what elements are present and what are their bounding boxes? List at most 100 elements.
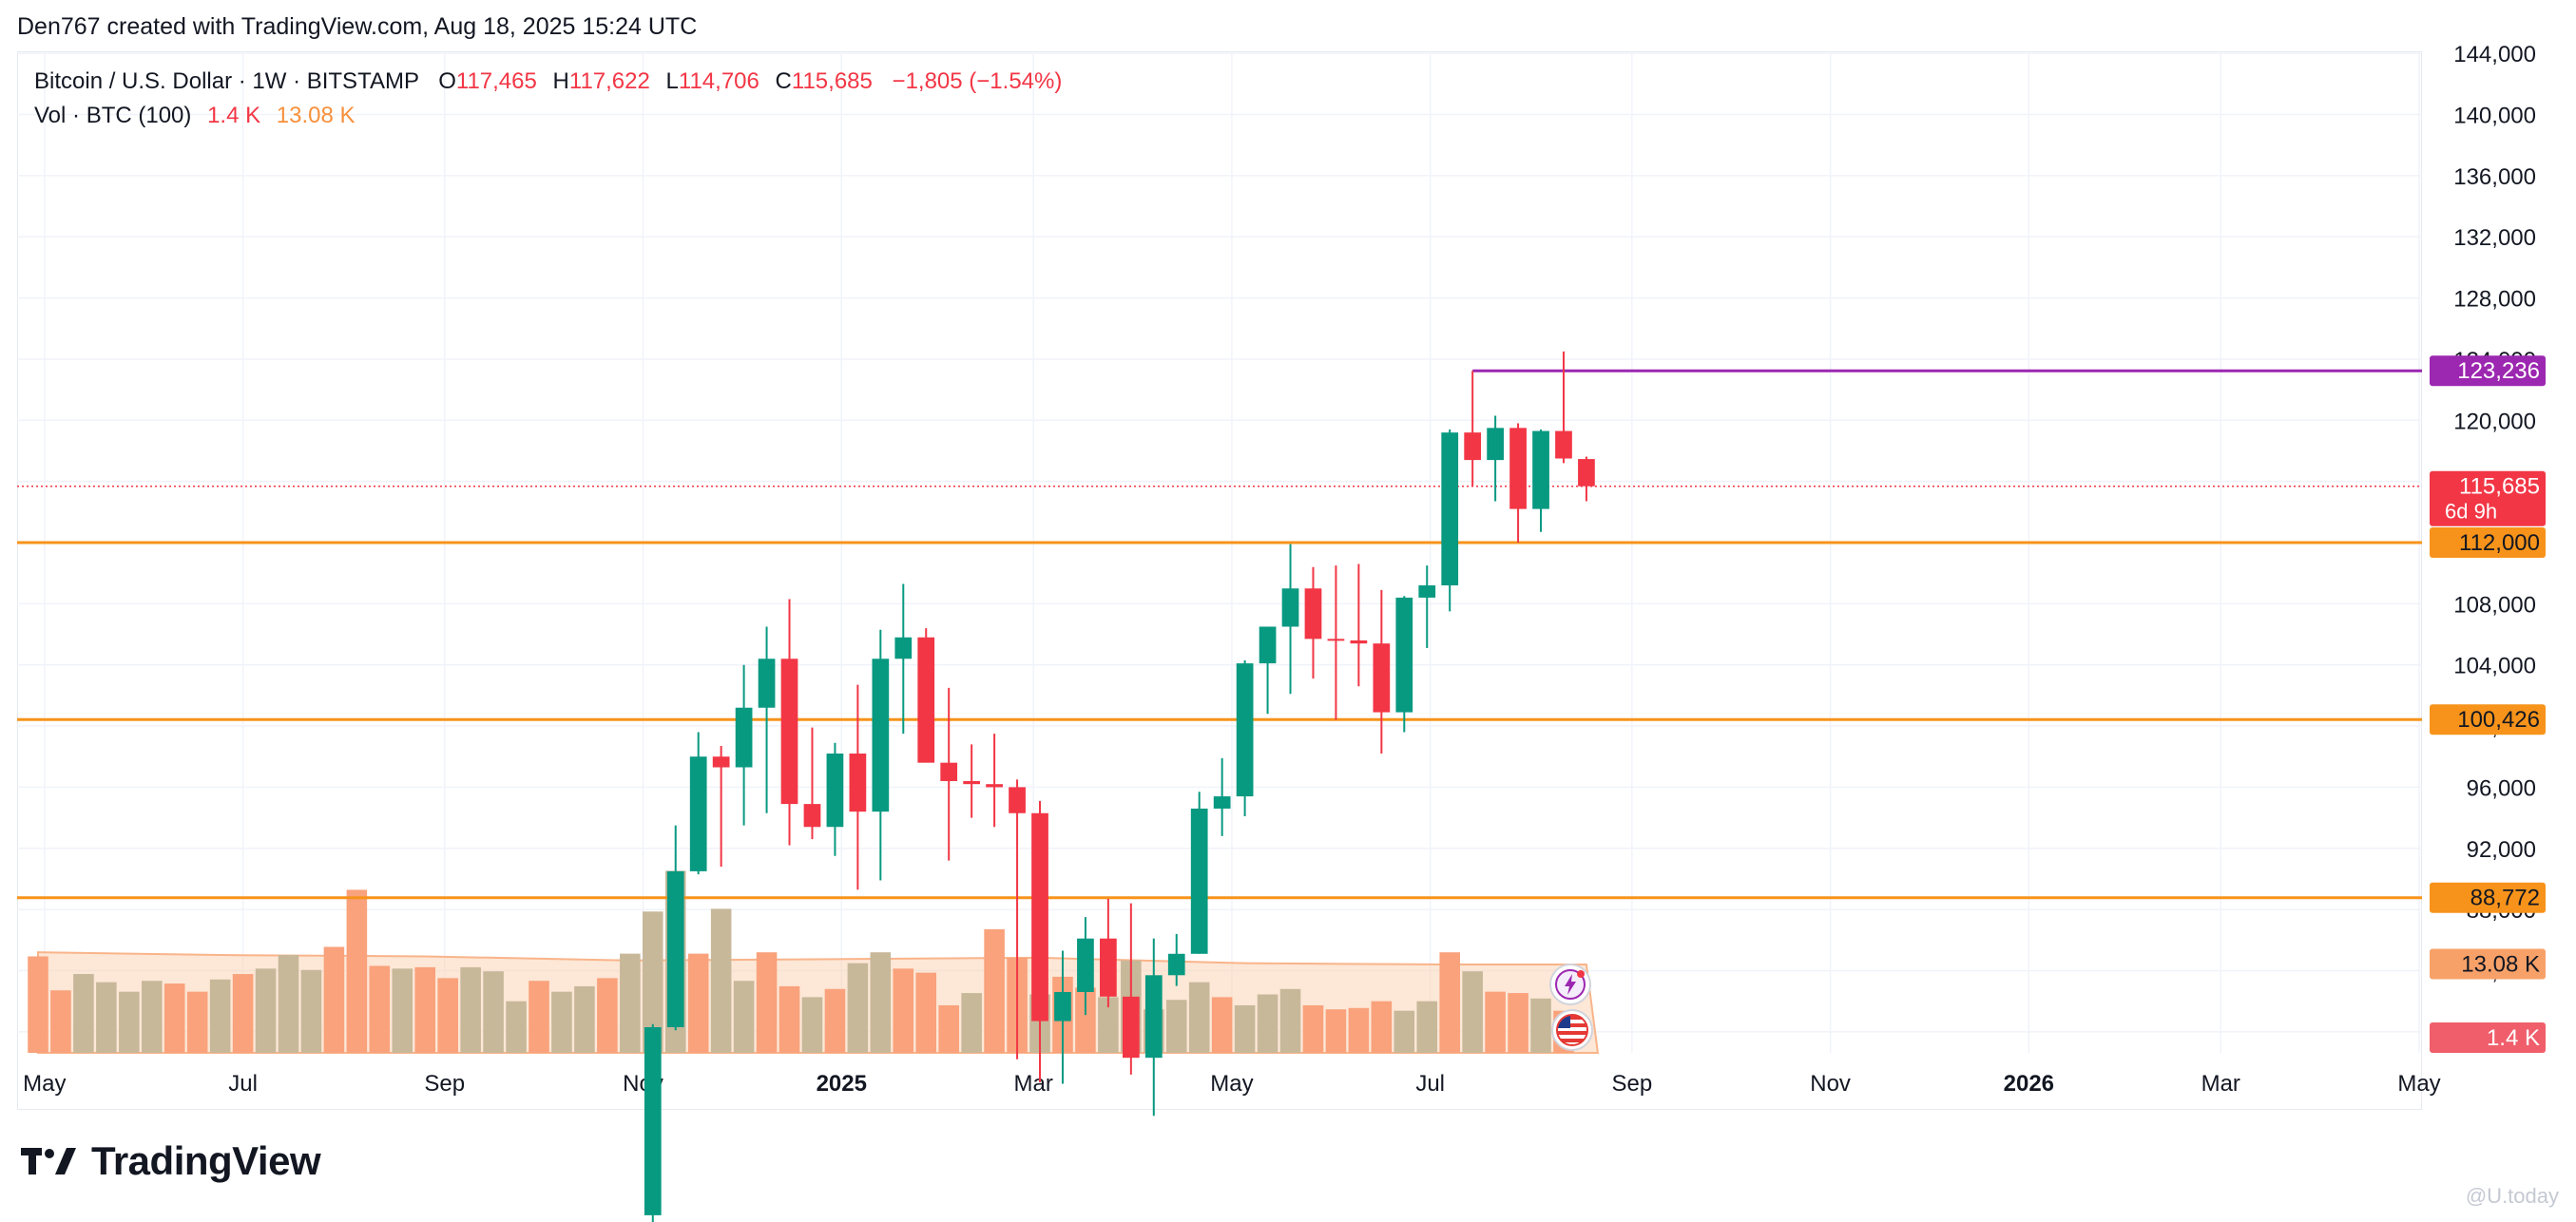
candle-body	[1259, 626, 1277, 664]
volume-bar	[1257, 994, 1278, 1053]
x-tick-label: Sep	[424, 1071, 465, 1097]
current-price-label-bg	[2430, 470, 2546, 526]
level-price-label: 88,772	[2470, 886, 2540, 911]
volume-bar	[756, 952, 778, 1053]
volume-bar	[369, 965, 391, 1053]
x-tick-label: 2026	[2004, 1071, 2054, 1097]
volume-ma-axis-label: 13.08 K	[2461, 951, 2540, 977]
volume-bar	[1098, 997, 1119, 1053]
volume-bar	[141, 981, 163, 1053]
candles	[644, 351, 1595, 1222]
volume-bar	[687, 953, 709, 1053]
candle-body	[894, 637, 913, 659]
high-value: 117,622	[568, 68, 650, 94]
candle	[1031, 800, 1048, 1082]
us-flag-icon[interactable]	[1551, 1009, 1593, 1051]
level-price-label: 123,236	[2457, 358, 2540, 384]
candle-body	[1167, 953, 1185, 976]
lightning-icon[interactable]	[1549, 964, 1591, 1005]
candle-body	[1304, 588, 1322, 640]
candle	[735, 664, 753, 826]
current-price-label: 115,685	[2459, 474, 2540, 500]
current-price-label-countdown: 6d 9h	[2445, 500, 2497, 524]
volume-bar	[961, 993, 982, 1053]
volume-bar	[1416, 1001, 1438, 1053]
candle	[963, 744, 981, 818]
candle-body	[1418, 585, 1436, 598]
x-tick-label: Jul	[228, 1071, 258, 1097]
open-label: O	[438, 68, 456, 94]
volume-bar	[824, 988, 846, 1053]
low-value: 114,706	[678, 68, 759, 94]
candle-body	[849, 754, 867, 812]
volume-bar	[163, 983, 185, 1053]
candle	[872, 629, 890, 881]
y-tick-label: 104,000	[2453, 654, 2536, 679]
y-tick-label: 120,000	[2453, 409, 2536, 434]
candle	[1418, 565, 1436, 649]
level-price-label-bg	[2430, 527, 2546, 558]
x-tick-label: May	[23, 1071, 66, 1097]
x-tick-label: Sep	[1611, 1071, 1652, 1097]
chart-legend: Bitcoin / U.S. Dollar · 1W · BITSTAMP O 1…	[34, 65, 1062, 133]
tradingview-logo-icon	[21, 1144, 82, 1178]
volume-bar	[551, 991, 572, 1053]
x-tick-label: Jul	[1415, 1071, 1445, 1097]
candle-body	[666, 870, 684, 1027]
candle-body	[1100, 938, 1117, 997]
y-tick-label: 140,000	[2453, 104, 2536, 129]
volume-bar	[50, 990, 71, 1053]
symbol-label[interactable]: Bitcoin / U.S. Dollar · 1W · BITSTAMP	[34, 68, 419, 94]
volume-bar	[1165, 1000, 1187, 1053]
candle-body	[758, 659, 776, 708]
level-price-label-bg	[2430, 355, 2546, 387]
candle-body	[917, 637, 935, 763]
candle-body	[1122, 996, 1140, 1059]
grid-lines	[17, 52, 2422, 1053]
volume-bar	[119, 991, 140, 1053]
candle-body	[1350, 640, 1368, 644]
volume-bar	[346, 889, 368, 1053]
candle-body	[1327, 639, 1345, 641]
candle-body	[1395, 597, 1413, 713]
volume-bar	[893, 968, 914, 1053]
x-tick-label: Mar	[1014, 1071, 1053, 1097]
candle	[1100, 898, 1117, 1008]
candle	[712, 745, 730, 868]
volume-bar	[597, 978, 618, 1053]
y-tick-label: 128,000	[2453, 287, 2536, 313]
candle-body	[1555, 430, 1572, 459]
volume-bar	[1234, 1004, 1256, 1053]
candle-body	[1441, 432, 1459, 586]
volume-label[interactable]: Vol · BTC (100)	[34, 103, 192, 128]
candle-body	[1578, 459, 1595, 487]
candle-body	[1236, 663, 1254, 797]
candle-body	[826, 754, 844, 828]
candle	[1122, 903, 1140, 1075]
candle-body	[1532, 430, 1549, 509]
volume-bar	[574, 985, 595, 1053]
candle-body	[1054, 991, 1071, 1022]
candle	[1350, 563, 1368, 687]
volume-bar	[1462, 971, 1483, 1053]
candle	[666, 825, 684, 1031]
candle	[1009, 779, 1026, 1060]
volume-bar	[209, 979, 231, 1053]
volume-bar	[779, 985, 800, 1053]
volume-bar	[1485, 991, 1506, 1053]
volume-bar	[460, 966, 481, 1053]
volume-bar	[392, 968, 413, 1053]
volume-bar	[1075, 987, 1096, 1053]
candle	[1532, 429, 1549, 532]
candle	[1213, 757, 1231, 836]
candle-body	[803, 804, 821, 828]
candle-body	[780, 659, 798, 805]
volume-bar	[620, 953, 641, 1053]
volume-bar	[529, 981, 549, 1053]
tradingview-branding[interactable]: TradingView	[21, 1138, 321, 1184]
candle	[1144, 938, 1163, 1117]
x-tick-label: Nov	[1810, 1071, 1851, 1097]
volume-bar	[1188, 982, 1210, 1053]
high-label: H	[552, 68, 569, 94]
